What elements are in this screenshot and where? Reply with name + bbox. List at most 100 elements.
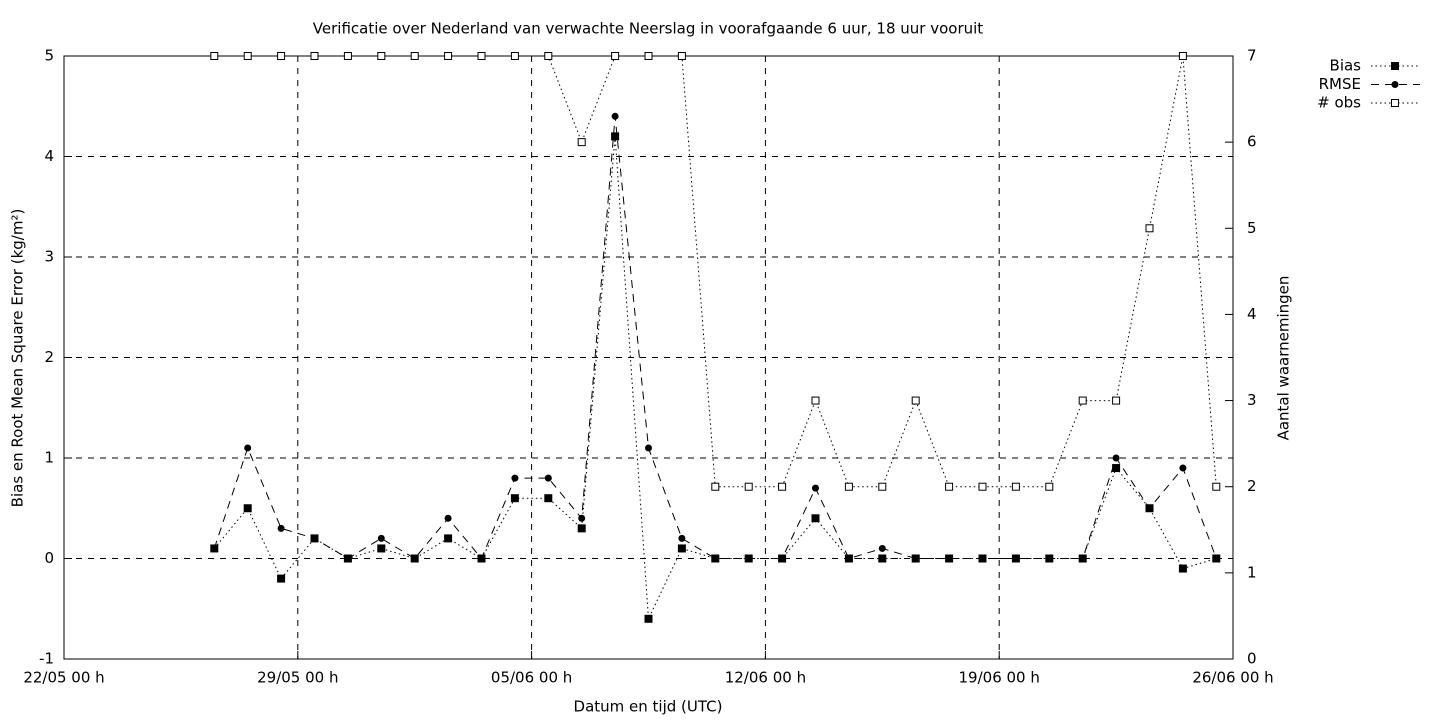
data-point <box>243 504 252 513</box>
data-point <box>645 444 652 452</box>
data-point <box>912 555 920 562</box>
data-point <box>1145 224 1154 233</box>
data-point <box>677 544 686 553</box>
data-point <box>411 555 419 562</box>
data-point <box>277 574 286 583</box>
data-point <box>410 52 419 60</box>
x-tick-label: 19/06 00 h <box>959 669 1040 687</box>
legend-label: # obs <box>1317 94 1361 112</box>
data-point <box>344 555 352 562</box>
data-point <box>978 482 987 491</box>
data-point <box>979 555 986 562</box>
data-point <box>1146 504 1153 512</box>
y-tick-label: 5 <box>44 47 54 65</box>
legend-label: Bias <box>1330 57 1362 75</box>
data-point <box>911 396 920 405</box>
data-point <box>678 534 686 542</box>
y2-tick-label: 7 <box>1247 47 1257 65</box>
data-point <box>644 614 653 623</box>
y-tick-label: -1 <box>39 650 54 668</box>
data-point <box>311 534 318 542</box>
data-point <box>377 534 385 542</box>
data-point <box>611 132 620 141</box>
data-point <box>1078 396 1087 405</box>
data-point <box>811 514 820 523</box>
data-point <box>243 52 252 60</box>
y-tick-label: 1 <box>44 449 54 467</box>
y-tick-label: 2 <box>44 348 54 366</box>
data-point <box>444 52 453 60</box>
y2-axis-label: Aantal waarnemingen <box>1275 276 1293 441</box>
data-point <box>377 544 386 553</box>
y2-tick-label: 5 <box>1247 219 1257 237</box>
data-point <box>878 544 886 552</box>
data-point <box>844 482 853 491</box>
data-point <box>277 524 285 532</box>
data-point <box>244 444 252 452</box>
data-point <box>811 396 820 405</box>
y2-tick-label: 2 <box>1247 477 1257 495</box>
data-point <box>611 112 619 120</box>
legend-label: RMSE <box>1319 75 1361 93</box>
legend-marker <box>1391 99 1399 107</box>
x-tick-label: 12/06 00 h <box>725 669 806 687</box>
data-point <box>1112 396 1121 405</box>
y-tick-label: 0 <box>44 549 54 567</box>
data-point <box>878 554 887 563</box>
data-point <box>478 555 485 562</box>
data-point <box>210 544 218 552</box>
data-point <box>277 52 286 60</box>
data-point <box>1178 564 1187 573</box>
data-point <box>945 482 954 491</box>
y2-tick-label: 1 <box>1247 563 1257 581</box>
data-point <box>377 52 386 60</box>
data-point <box>578 514 586 522</box>
data-point <box>711 482 720 491</box>
data-point <box>544 52 553 60</box>
data-point <box>577 524 586 533</box>
data-point <box>1212 555 1220 562</box>
data-point <box>477 52 486 60</box>
data-point <box>343 52 352 60</box>
x-tick-label: 22/05 00 h <box>23 669 104 687</box>
data-point <box>677 52 686 60</box>
data-point <box>444 514 452 522</box>
data-point <box>1212 482 1221 491</box>
data-point <box>1045 555 1053 562</box>
x-tick-label: 29/05 00 h <box>257 669 338 687</box>
data-point <box>1012 555 1020 562</box>
data-point <box>544 474 552 482</box>
data-point <box>1045 482 1054 491</box>
x-tick-label: 05/06 00 h <box>491 669 572 687</box>
data-point <box>310 52 319 60</box>
data-point <box>1178 52 1187 60</box>
data-point <box>210 52 219 60</box>
y2-tick-label: 3 <box>1247 391 1257 409</box>
data-point <box>878 482 887 491</box>
y2-tick-label: 0 <box>1247 650 1257 668</box>
data-point <box>778 482 787 491</box>
y-axis-label: Bias en Root Mean Square Error (kg/m²) <box>9 209 27 508</box>
legend-marker <box>1391 81 1399 88</box>
data-point <box>744 482 753 491</box>
y-tick-label: 4 <box>44 147 54 165</box>
data-point <box>544 494 553 503</box>
data-point <box>711 555 719 562</box>
data-point <box>444 534 453 543</box>
data-point <box>745 555 753 562</box>
data-point <box>1011 482 1020 491</box>
data-point <box>1079 555 1087 562</box>
data-point <box>1112 454 1120 462</box>
data-point <box>510 494 519 503</box>
data-point <box>644 52 653 60</box>
y2-tick-label: 6 <box>1247 133 1257 151</box>
data-point <box>510 52 519 60</box>
x-tick-label: 26/06 00 h <box>1192 669 1273 687</box>
data-point <box>577 138 586 147</box>
data-point <box>611 52 620 60</box>
y2-tick-label: 4 <box>1247 305 1257 323</box>
data-point <box>812 484 819 492</box>
